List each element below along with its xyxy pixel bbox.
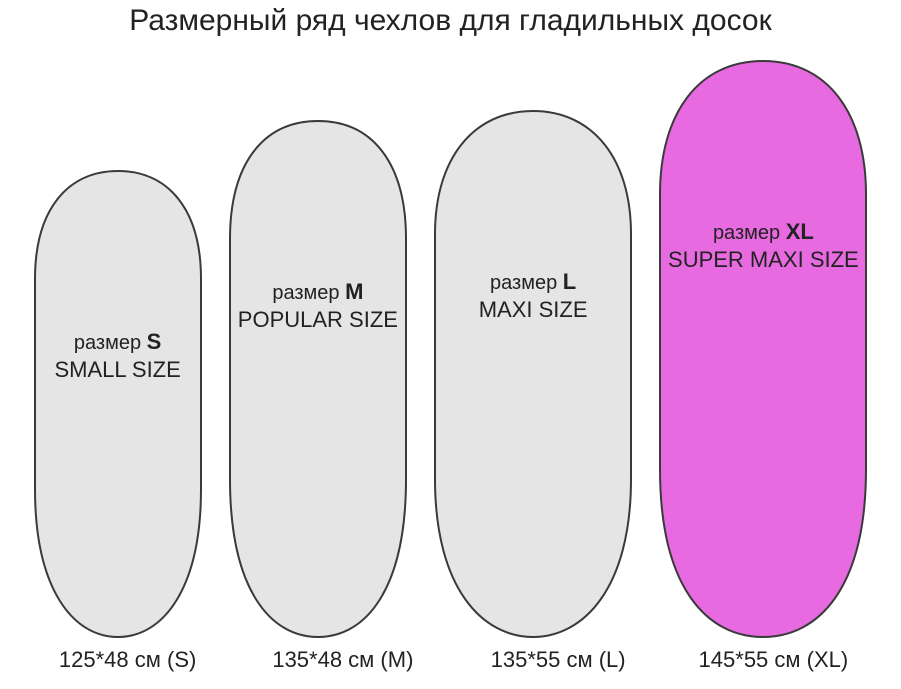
board-xl: размер XL SUPER MAXI SIZE: [658, 59, 868, 639]
size-name-l: MAXI SIZE: [433, 297, 633, 323]
boards-container: размер S SMALL SIZE размер M POPULAR SIZ…: [0, 59, 901, 639]
board-wrapper-m: размер M POPULAR SIZE: [228, 119, 408, 639]
size-name-xl: SUPER MAXI SIZE: [658, 247, 868, 273]
size-name-m: POPULAR SIZE: [228, 307, 408, 333]
size-letter-m: M: [345, 279, 363, 304]
board-l: размер L MAXI SIZE: [433, 109, 633, 639]
board-shape-m: [228, 119, 408, 639]
board-shape-xl: [658, 59, 868, 639]
board-wrapper-l: размер L MAXI SIZE: [433, 109, 633, 639]
board-wrapper-xl: размер XL SUPER MAXI SIZE: [658, 59, 868, 639]
board-shape-l: [433, 109, 633, 639]
page-title: Размерный ряд чехлов для гладильных досо…: [0, 0, 901, 38]
dimensions-row: 125*48 см (S) 135*48 см (M) 135*55 см (L…: [0, 647, 901, 673]
board-text-m: размер M POPULAR SIZE: [228, 279, 408, 333]
board-shape-s: [33, 169, 203, 639]
size-prefix-l: размер: [490, 272, 563, 294]
board-text-xl: размер XL SUPER MAXI SIZE: [658, 219, 868, 273]
size-letter-s: S: [147, 329, 162, 354]
dimension-m: 135*48 см (M): [235, 647, 450, 673]
size-label-s: размер S: [33, 329, 203, 355]
dimension-s: 125*48 см (S): [20, 647, 235, 673]
dimension-l: 135*55 см (L): [451, 647, 666, 673]
size-letter-l: L: [563, 269, 576, 294]
size-label-xl: размер XL: [658, 219, 868, 245]
board-text-s: размер S SMALL SIZE: [33, 329, 203, 383]
size-prefix-m: размер: [272, 282, 345, 304]
size-name-s: SMALL SIZE: [33, 357, 203, 383]
dimension-xl: 145*55 см (XL): [666, 647, 881, 673]
size-prefix-s: размер: [74, 332, 147, 354]
board-text-l: размер L MAXI SIZE: [433, 269, 633, 323]
size-letter-xl: XL: [786, 219, 814, 244]
size-prefix-xl: размер: [713, 222, 786, 244]
board-m: размер M POPULAR SIZE: [228, 119, 408, 639]
size-label-l: размер L: [433, 269, 633, 295]
board-wrapper-s: размер S SMALL SIZE: [33, 169, 203, 639]
board-s: размер S SMALL SIZE: [33, 169, 203, 639]
size-label-m: размер M: [228, 279, 408, 305]
